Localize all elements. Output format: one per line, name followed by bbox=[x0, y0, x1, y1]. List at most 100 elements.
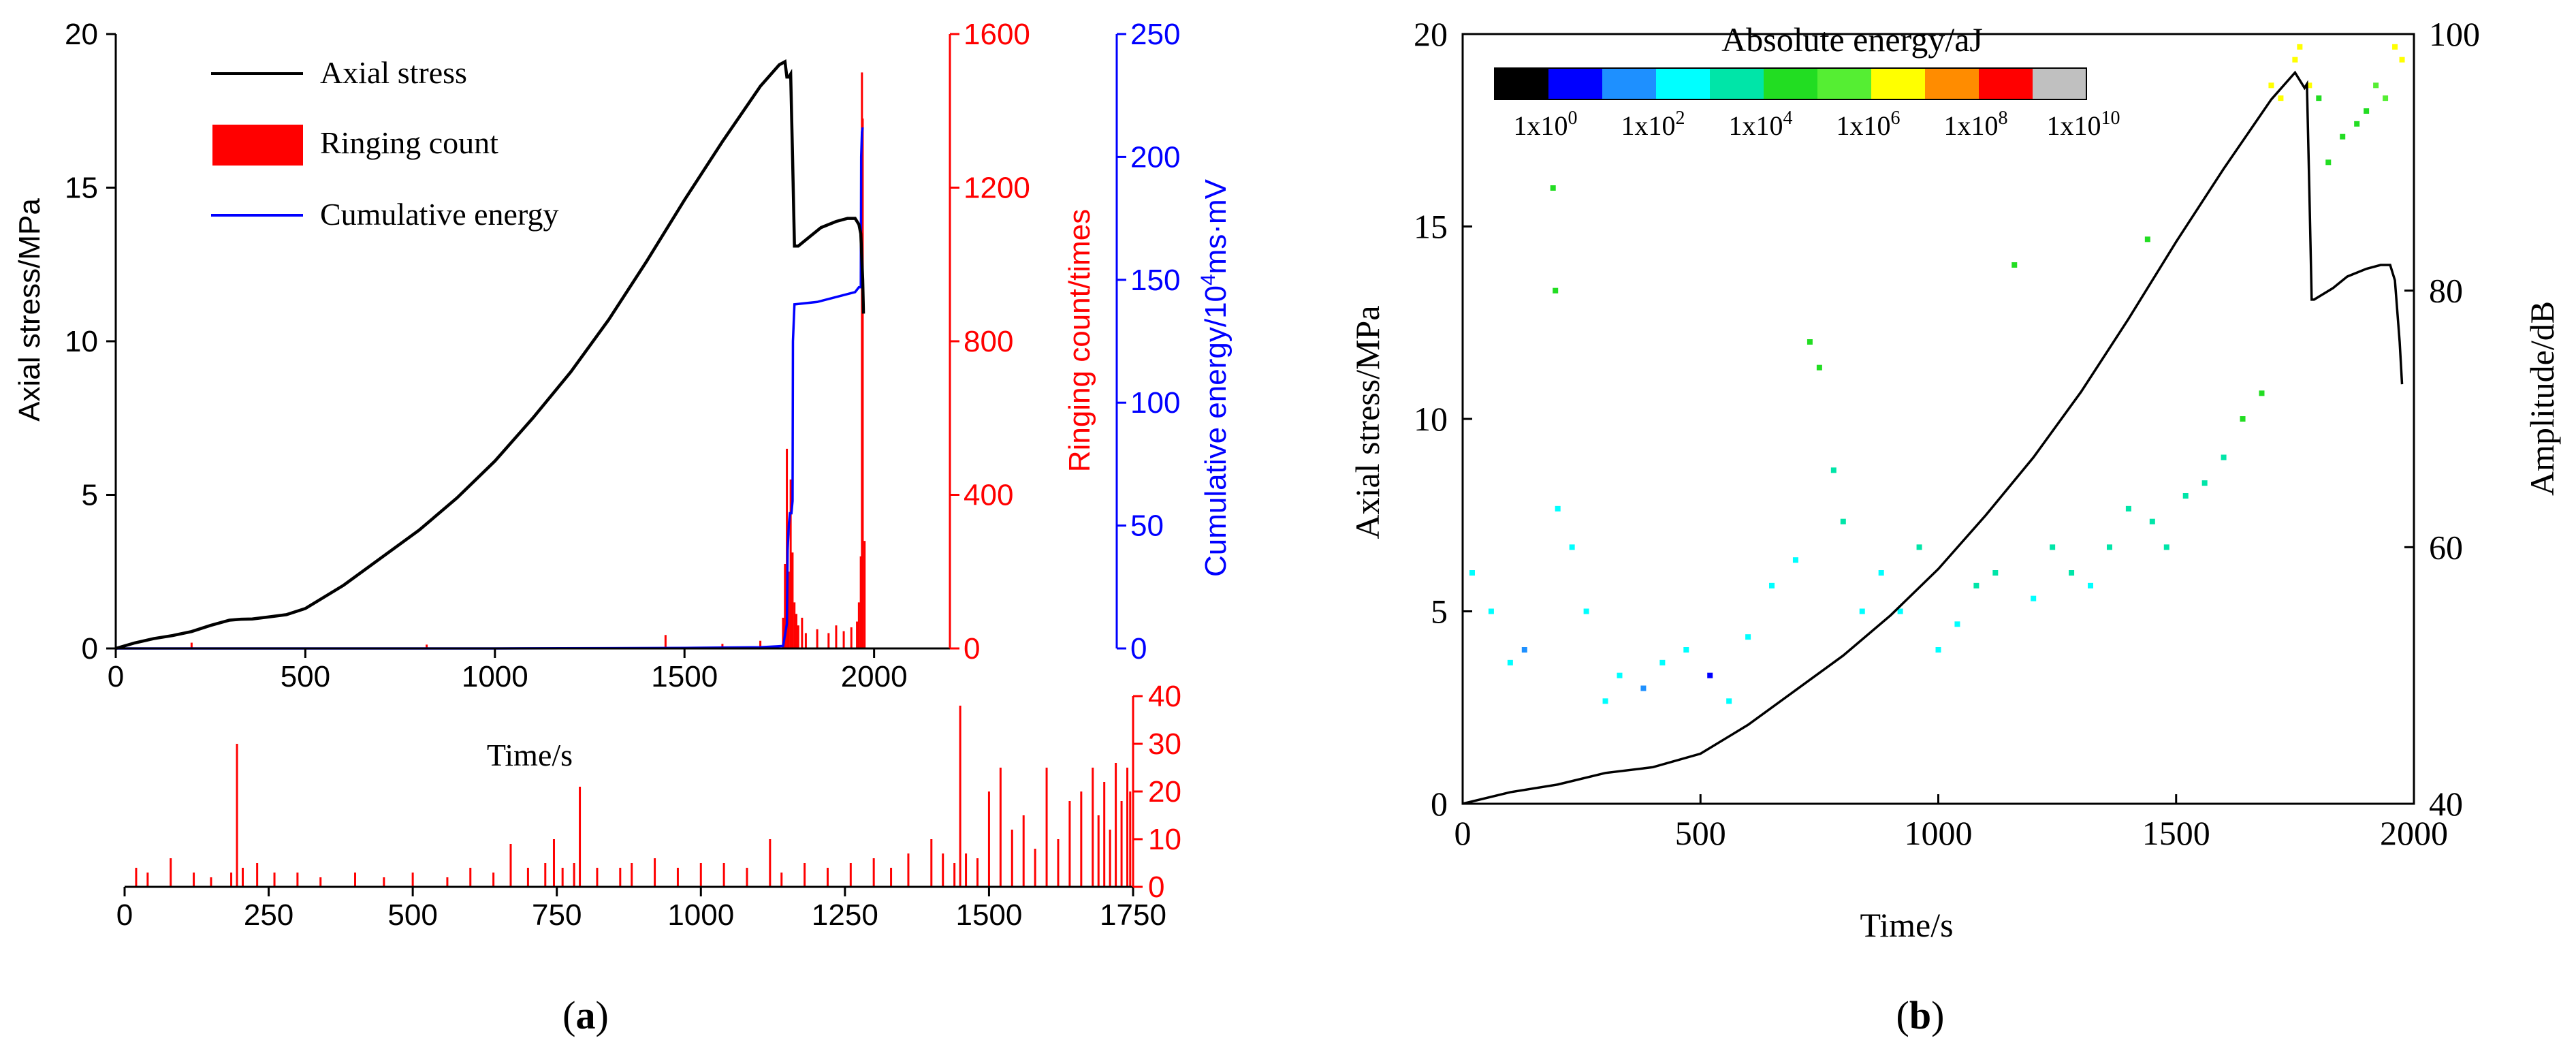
colorbar-swatch bbox=[1764, 68, 1817, 99]
colorbar-swatch bbox=[1979, 68, 2033, 99]
energy-tick-label: 250 bbox=[1130, 18, 1180, 51]
panel-a-main-chart: 0 500 1000 1500 2000051015200400800120016000… bbox=[13, 18, 1233, 772]
legend-ringing-count-label: Ringing count bbox=[320, 125, 498, 160]
ringing-tick-label: 1200 bbox=[964, 172, 1030, 205]
ae-hit-point bbox=[2383, 95, 2389, 101]
energy-tick-label: 50 bbox=[1130, 509, 1164, 543]
ae-hit-point bbox=[1640, 685, 1647, 691]
panel-b-left-tick-label: 5 bbox=[1431, 593, 1448, 631]
colorbar-swatch bbox=[1817, 68, 1871, 99]
legend-ringing-count-swatch bbox=[212, 125, 303, 166]
colorbar-tick-label: 1x102 bbox=[1621, 108, 1685, 141]
ae-hit-point bbox=[1840, 518, 1846, 524]
energy-tick-label: 0 bbox=[1130, 632, 1147, 665]
inset-x-tick-label: 0 bbox=[116, 898, 133, 932]
ae-hit-point bbox=[1602, 698, 1608, 704]
panel-b-plot-area bbox=[1462, 44, 2405, 805]
panel-b-left-tick-label: 15 bbox=[1414, 208, 1448, 246]
ringing-tick-label: 800 bbox=[964, 325, 1013, 358]
panel-b-right-axis-title: Amplitude/dB bbox=[2523, 301, 2561, 496]
ae-hit-point bbox=[1555, 505, 1561, 512]
panel-b-x-tick-label: 500 bbox=[1675, 814, 1726, 852]
panel-a-inset-plot-area bbox=[135, 706, 1132, 887]
x-tick-label: 1000 bbox=[462, 660, 528, 693]
ae-hit-point bbox=[2325, 159, 2332, 166]
ae-hit-point bbox=[2050, 544, 2056, 550]
panel-a-legend: Axial stress Ringing count Cumulative en… bbox=[211, 55, 558, 232]
colorbar-tick-labels: 1x100 1x102 1x104 1x106 1x108 1x1010 bbox=[1514, 108, 2120, 141]
panel-b-colorbar: Absolute energy/aJ 1x100 1x102 1x104 1x106 1… bbox=[1494, 20, 2120, 141]
panel-a-axes: 0 500 1000 1500 2000051015200400800120016000… bbox=[65, 18, 1180, 693]
inset-x-tick-label: 1000 bbox=[667, 898, 734, 932]
colorbar-swatch bbox=[1925, 68, 1979, 99]
inset-x-tick-label: 1500 bbox=[955, 898, 1022, 932]
panel-b-caption: (b) bbox=[1896, 993, 1945, 1037]
panel-b-left-tick-label: 0 bbox=[1431, 785, 1448, 823]
left-tick-label: 15 bbox=[65, 172, 98, 205]
ringing-tick-label: 400 bbox=[964, 479, 1013, 512]
ae-hit-point bbox=[1859, 608, 1865, 614]
ae-hit-point bbox=[1683, 647, 1689, 653]
ae-hit-point bbox=[1707, 672, 1713, 678]
panel-a-caption: (a) bbox=[562, 993, 609, 1037]
inset-x-tick-label: 1750 bbox=[1100, 898, 1166, 932]
ae-hit-point bbox=[2364, 108, 2370, 114]
ae-hit-point bbox=[1935, 647, 1941, 653]
ae-hit-point bbox=[1792, 557, 1798, 563]
ae-hit-point bbox=[1992, 570, 1999, 576]
ae-hit-point bbox=[1583, 608, 1589, 614]
ringing-tick-label: 0 bbox=[964, 632, 980, 665]
panel-b-right-tick-label: 40 bbox=[2429, 785, 2463, 823]
ae-hit-point bbox=[2031, 595, 2037, 601]
inset-right-tick-label: 40 bbox=[1148, 680, 1181, 713]
ae-hit-point bbox=[2306, 82, 2312, 89]
colorbar-tick-label: 1x104 bbox=[1729, 108, 1793, 141]
ae-hit-point bbox=[2354, 121, 2360, 127]
colorbar-swatch bbox=[1548, 68, 1602, 99]
left-tick-label: 5 bbox=[82, 479, 98, 512]
ae-hit-point bbox=[2144, 236, 2150, 242]
panel-a-ringing-axis-title: Ringing count/times bbox=[1063, 209, 1096, 472]
panel-b-left-axis-title: Axial stress/MPa bbox=[1348, 305, 1386, 539]
ae-hit-point bbox=[1954, 621, 1960, 627]
ae-hit-point bbox=[1897, 608, 1903, 614]
panel-a-x-axis-title: Time/s bbox=[487, 738, 573, 772]
colorbar-tick-label: 1x1010 bbox=[2047, 108, 2120, 141]
panel-b-x-axis-title: Time/s bbox=[1860, 906, 1953, 944]
panel-b-axes: 0 500 1000 1500 2000 0 5 10 15 20 40 60 80 100 bbox=[1414, 15, 2480, 852]
ae-hit-point bbox=[1916, 544, 1922, 550]
ae-hit-point bbox=[2149, 518, 2155, 524]
panel-a-energy-axis-title: Cumulative energy/104ms·mV bbox=[1197, 178, 1233, 577]
legend-cumulative-energy-label: Cumulative energy bbox=[320, 197, 558, 232]
ae-hit-point bbox=[2316, 95, 2322, 101]
inset-right-tick-label: 10 bbox=[1148, 823, 1181, 856]
inset-x-tick-label: 1250 bbox=[812, 898, 878, 932]
ae-hit-point bbox=[1769, 582, 1775, 589]
ae-hit-point bbox=[2392, 44, 2398, 50]
ae-hit-point bbox=[1807, 339, 1813, 345]
ae-hit-point bbox=[2297, 44, 2303, 50]
energy-tick-label: 150 bbox=[1130, 264, 1180, 297]
x-tick-label: 500 bbox=[281, 660, 330, 693]
ae-hit-point bbox=[2340, 134, 2346, 140]
ae-hit-point bbox=[1521, 647, 1527, 653]
axial-stress-line bbox=[115, 59, 865, 650]
colorbar-title: Absolute energy/aJ bbox=[1721, 20, 1983, 59]
panel-b-x-tick-label: 1000 bbox=[1905, 814, 1973, 852]
ae-hit-point bbox=[1550, 185, 1556, 191]
panel-b-left-tick-label: 20 bbox=[1414, 15, 1448, 53]
ae-hit-point bbox=[2221, 454, 2227, 460]
panel-b-frame bbox=[1461, 33, 2415, 805]
legend-axial-stress-label: Axial stress bbox=[320, 55, 467, 90]
ae-hit-point bbox=[2182, 493, 2189, 499]
inset-x-tick-label: 500 bbox=[387, 898, 437, 932]
colorbar-tick-label: 1x106 bbox=[1836, 108, 1901, 141]
panel-b-axial-stress-line bbox=[1462, 70, 2404, 805]
ae-hit-point bbox=[2069, 570, 2075, 576]
colorbar-outline bbox=[1494, 67, 2087, 100]
panel-a-left-axis-title: Axial stress/MPa bbox=[13, 198, 46, 422]
x-tick-label: 0 bbox=[108, 660, 124, 693]
ae-hit-point bbox=[2011, 262, 2018, 268]
